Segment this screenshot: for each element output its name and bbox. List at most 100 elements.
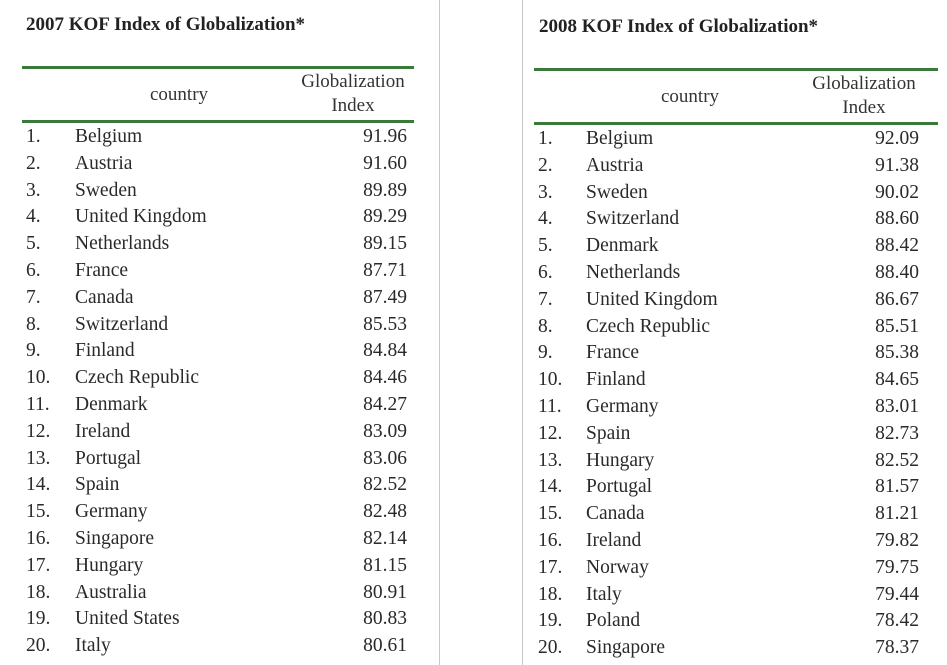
row-country: United Kingdom [586, 288, 718, 310]
row-rank: 7. [26, 286, 41, 308]
row-index-value: 81.21 [875, 503, 919, 525]
row-country: Portugal [586, 476, 653, 498]
table-row: 9. France 85.38 [523, 340, 947, 367]
row-rank: 16. [26, 527, 51, 549]
table-row: 8. Switzerland 85.53 [0, 312, 439, 339]
row-country: Italy [586, 583, 622, 605]
row-index-value: 90.02 [875, 181, 919, 203]
row-country: Switzerland [586, 208, 680, 230]
row-rank: 13. [538, 449, 563, 471]
row-rank: 2. [538, 154, 553, 176]
row-country: France [586, 342, 640, 364]
table-title: 2008 KOF Index of Globalization* [539, 16, 819, 37]
row-rank: 19. [26, 608, 51, 630]
row-index-value: 83.06 [363, 447, 407, 469]
header-top-rule [534, 68, 938, 71]
row-index-value: 78.42 [875, 610, 919, 632]
row-country: Germany [75, 501, 148, 523]
row-rank: 5. [26, 233, 41, 255]
row-rank: 14. [538, 476, 563, 498]
row-index-value: 79.82 [875, 529, 919, 551]
row-rank: 12. [538, 422, 563, 444]
table-row: 15. Canada 81.21 [523, 501, 947, 528]
row-index-value: 87.71 [363, 259, 407, 281]
row-rank: 2. [26, 152, 41, 174]
row-rank: 16. [538, 529, 563, 551]
row-rank: 13. [26, 447, 51, 469]
panel-gap [440, 0, 522, 665]
column-header-line: Globalization [812, 73, 916, 94]
row-rank: 11. [538, 395, 562, 417]
row-rank: 18. [26, 581, 51, 603]
row-index-value: 80.83 [363, 608, 407, 630]
row-index-value: 91.96 [363, 126, 407, 147]
row-index-value: 89.29 [363, 206, 407, 228]
row-index-value: 89.89 [363, 179, 407, 201]
row-country: Hungary [586, 449, 655, 471]
column-header-globalization-index: Globalization Index [801, 72, 927, 120]
table-row: 2. Austria 91.38 [523, 153, 947, 180]
row-rank: 19. [538, 610, 563, 632]
table-row: 4. Switzerland 88.60 [523, 206, 947, 233]
row-rank: 12. [26, 420, 51, 442]
row-index-value: 82.48 [363, 501, 407, 523]
row-index-value: 82.52 [875, 449, 919, 471]
table-row: 14. Portugal 81.57 [523, 474, 947, 501]
row-country: Czech Republic [586, 315, 710, 337]
row-index-value: 85.53 [363, 313, 407, 335]
row-country: Australia [75, 581, 147, 603]
row-country: Singapore [586, 637, 666, 659]
row-rank: 20. [538, 637, 563, 659]
row-index-value: 91.60 [363, 152, 407, 174]
row-index-value: 83.09 [363, 420, 407, 442]
row-country: Sweden [586, 181, 648, 203]
table-row: 12. Ireland 83.09 [0, 419, 439, 446]
table-row: 9. Finland 84.84 [0, 338, 439, 365]
row-index-value: 78.37 [875, 637, 919, 659]
row-country: France [75, 259, 129, 281]
table-row: 1. Belgium 91.96 [0, 124, 439, 151]
row-index-value: 92.09 [875, 128, 919, 149]
column-header-country: country [661, 86, 720, 107]
row-rank: 17. [538, 556, 563, 578]
table-row: 14. Spain 82.52 [0, 472, 439, 499]
row-index-value: 84.27 [363, 393, 407, 415]
column-header-line: Index [842, 97, 886, 118]
row-index-value: 81.15 [363, 554, 407, 576]
header-bottom-rule [22, 120, 414, 123]
row-country: Sweden [75, 179, 137, 201]
table-row: 1. Belgium 92.09 [523, 126, 947, 153]
table-row: 6. Netherlands 88.40 [523, 260, 947, 287]
row-rank: 20. [26, 635, 51, 657]
row-index-value: 84.46 [363, 367, 407, 389]
row-rank: 14. [26, 474, 51, 496]
row-rank: 6. [538, 261, 553, 283]
table-row: 19. United States 80.83 [0, 606, 439, 633]
row-country: Norway [586, 556, 649, 578]
table-body: 1. Belgium 92.09 2. Austria 91.38 3. Sweden 90.0… [523, 126, 947, 662]
row-index-value: 91.38 [875, 154, 919, 176]
row-rank: 10. [538, 369, 563, 391]
column-header-line: Index [331, 95, 375, 116]
row-rank: 17. [26, 554, 51, 576]
table-row: 3. Sweden 90.02 [523, 180, 947, 207]
row-rank: 1. [26, 126, 41, 147]
row-index-value: 84.84 [363, 340, 407, 362]
table-row: 17. Norway 79.75 [523, 555, 947, 582]
row-country: Finland [75, 340, 135, 362]
row-country: Netherlands [586, 261, 681, 283]
row-rank: 8. [538, 315, 553, 337]
row-country: Spain [586, 422, 631, 444]
row-country: Portugal [75, 447, 142, 469]
row-rank: 11. [26, 393, 50, 415]
row-rank: 1. [538, 128, 553, 149]
row-country: Austria [75, 152, 133, 174]
table-row: 4. United Kingdom 89.29 [0, 204, 439, 231]
row-index-value: 79.44 [875, 583, 919, 605]
row-index-value: 87.49 [363, 286, 407, 308]
table-row: 10. Finland 84.65 [523, 367, 947, 394]
table-panel-2008: 2008 KOF Index of Globalization* country… [522, 0, 947, 665]
table-row: 7. United Kingdom 86.67 [523, 287, 947, 314]
row-country: Poland [586, 610, 641, 632]
row-rank: 15. [26, 501, 51, 523]
